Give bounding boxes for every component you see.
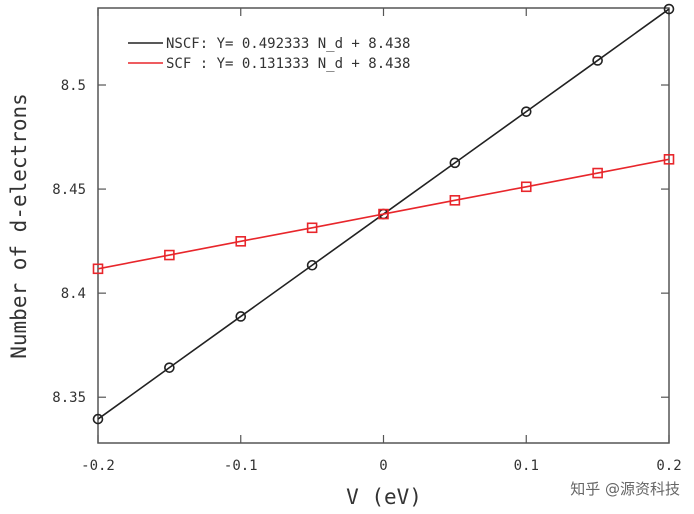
scf-point (592, 167, 603, 179)
nscf-point (306, 259, 318, 271)
nscf-point (663, 3, 675, 15)
x-tick-label: 0.2 (656, 458, 681, 474)
nscf-point (235, 311, 247, 322)
scf-point (235, 236, 247, 247)
y-tick-label: 8.4 (61, 286, 86, 302)
x-tick-label: 0.1 (514, 458, 539, 474)
legend-label: NSCF: Y= 0.492333 N_d + 8.438 (166, 36, 410, 52)
y-axis-label: Number of d-electrons (7, 93, 31, 359)
scf-point (378, 208, 389, 220)
scf-point (164, 249, 175, 261)
legend: NSCF: Y= 0.492333 N_d + 8.438 SCF : Y= 0.… (128, 36, 410, 72)
nscf-point (449, 157, 461, 169)
y-tick-label: 8.5 (61, 78, 86, 94)
ticks: -0.2 -0.1 0 0.1 0.2 8.35 8.4 8.45 8.5 (52, 8, 682, 474)
legend-label: SCF : Y= 0.131333 N_d + 8.438 (166, 56, 410, 72)
x-tick-label: 0 (379, 458, 387, 474)
nscf-point (92, 413, 104, 425)
x-tick-label: -0.1 (224, 458, 258, 474)
series (92, 3, 675, 425)
x-tick-label: -0.2 (81, 458, 115, 474)
scf-point (306, 222, 318, 234)
nscf-point (592, 55, 603, 66)
scf-point (663, 154, 675, 165)
scf-point (92, 263, 104, 275)
watermark: 知乎 @源资科技 (570, 480, 680, 498)
y-tick-label: 8.35 (52, 390, 86, 406)
y-tick-label: 8.45 (52, 182, 86, 198)
scf-point (449, 195, 461, 206)
plot-frame (97, 7, 670, 444)
scf-point (520, 181, 532, 193)
nscf-point (164, 362, 175, 373)
series-line-scf (97, 158, 670, 270)
nscf-point (520, 106, 532, 117)
x-axis-label: V (eV) (346, 485, 422, 509)
